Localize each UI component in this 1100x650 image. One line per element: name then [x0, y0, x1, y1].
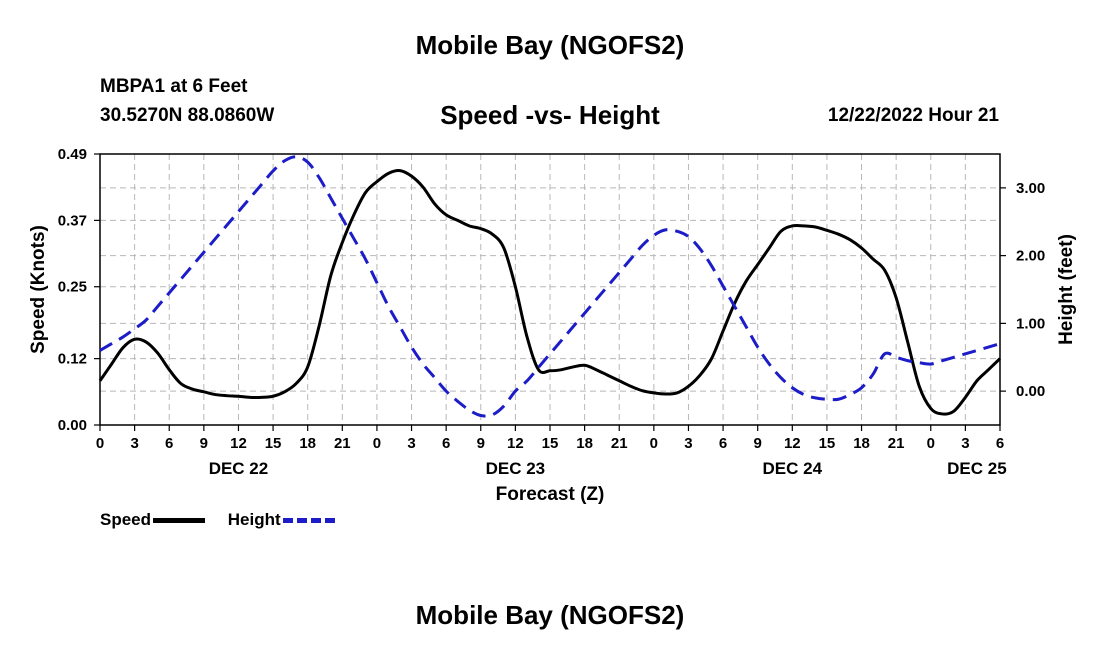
x-tick-label: 21 — [334, 435, 351, 452]
legend-height-label: Height — [227, 510, 281, 529]
x-tick-label: 6 — [442, 435, 450, 452]
x-tick-label: 18 — [299, 435, 316, 452]
x-tick-label: 0 — [650, 435, 658, 452]
y-left-tick-label: 0.12 — [58, 351, 87, 368]
chart-main-title-repeat: Mobile Bay (NGOFS2) — [415, 600, 685, 630]
legend-height: Height — [228, 510, 335, 530]
x-tick-label: 0 — [373, 435, 381, 452]
x-tick-label: 9 — [754, 435, 762, 452]
coordinates-label: 30.5270N 88.0860W — [100, 105, 275, 126]
legend-speed-label: Speed — [100, 510, 152, 529]
x-tick-label: 15 — [542, 435, 559, 452]
y-right-tick-label: 2.00 — [1016, 248, 1045, 265]
x-tick-label: 3 — [407, 435, 415, 452]
y-left-tick-label: 0.49 — [58, 146, 87, 163]
y-left-tick-label: 0.37 — [58, 212, 87, 229]
x-tick-label: 6 — [719, 435, 727, 452]
day-label: DEC 24 — [763, 459, 823, 478]
x-tick-label: 12 — [507, 435, 524, 452]
x-tick-label: 12 — [784, 435, 801, 452]
x-tick-label: 21 — [611, 435, 628, 452]
series-speed-line — [98, 169, 1002, 416]
x-tick-label: 3 — [130, 435, 138, 452]
x-tick-label: 6 — [996, 435, 1004, 452]
legend: Speed Height — [100, 510, 353, 530]
day-label: DEC 22 — [209, 459, 269, 478]
y-left-tick-label: 0.25 — [58, 279, 87, 296]
x-tick-label: 18 — [853, 435, 870, 452]
x-tick-label: 15 — [819, 435, 836, 452]
y-left-axis-label: Speed (Knots) — [28, 225, 49, 354]
y-left-tick-label: 0.00 — [58, 417, 87, 434]
x-axis-label: Forecast (Z) — [496, 484, 605, 505]
day-label: DEC 25 — [947, 459, 1007, 478]
x-tick-label: 18 — [576, 435, 593, 452]
x-tick-label: 9 — [477, 435, 485, 452]
y-right-tick-label: 0.00 — [1016, 383, 1045, 400]
legend-speed: Speed — [100, 510, 206, 530]
chart-main-title: Mobile Bay (NGOFS2) — [415, 30, 685, 60]
legend-speed-swatch — [153, 517, 206, 523]
x-tick-label: 0 — [927, 435, 935, 452]
day-label: DEC 23 — [486, 459, 546, 478]
y-right-tick-label: 1.00 — [1016, 315, 1045, 332]
station-label: MBPA1 at 6 Feet — [100, 76, 248, 97]
x-tick-label: 21 — [888, 435, 905, 452]
x-tick-label: 15 — [265, 435, 282, 452]
x-tick-label: 0 — [96, 435, 104, 452]
x-tick-label: 12 — [230, 435, 247, 452]
legend-height-swatch — [282, 517, 335, 523]
x-tick-label: 9 — [200, 435, 208, 452]
x-tick-label: 6 — [165, 435, 173, 452]
chart-subtitle: Speed -vs- Height — [440, 100, 660, 130]
x-tick-label: 3 — [961, 435, 969, 452]
forecast-datetime: 12/22/2022 Hour 21 — [827, 105, 999, 126]
y-right-axis-label: Height (feet) — [1056, 234, 1077, 345]
x-tick-label: 3 — [684, 435, 692, 452]
y-right-tick-label: 3.00 — [1016, 180, 1045, 197]
